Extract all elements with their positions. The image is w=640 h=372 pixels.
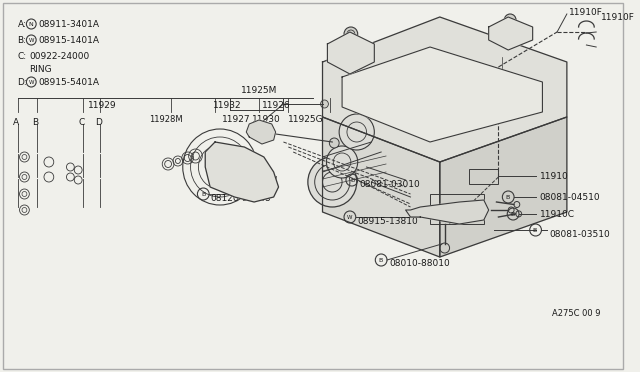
Text: 08081-04510: 08081-04510 <box>540 192 600 202</box>
Polygon shape <box>342 47 543 142</box>
Text: A275C 00 9: A275C 00 9 <box>552 310 601 318</box>
Polygon shape <box>328 32 374 74</box>
Text: B: B <box>506 195 509 200</box>
Text: 08915-5401A: 08915-5401A <box>38 77 99 87</box>
Circle shape <box>514 202 520 208</box>
Circle shape <box>321 100 328 108</box>
Polygon shape <box>246 120 276 144</box>
Circle shape <box>440 243 449 253</box>
Polygon shape <box>406 200 489 224</box>
Text: D: D <box>95 118 102 126</box>
Text: 11925M: 11925M <box>241 86 277 94</box>
Circle shape <box>339 114 374 150</box>
Text: B: B <box>532 228 537 233</box>
Text: 08915-13810: 08915-13810 <box>358 217 419 225</box>
Text: RING: RING <box>29 64 52 74</box>
Text: 08010-88010: 08010-88010 <box>389 260 450 269</box>
Text: 11929: 11929 <box>88 100 116 109</box>
Polygon shape <box>440 117 567 257</box>
Text: W: W <box>28 80 34 85</box>
Text: D:: D: <box>17 77 28 87</box>
Bar <box>469 169 499 184</box>
Text: N: N <box>28 22 33 27</box>
Circle shape <box>504 14 516 26</box>
Text: 11926: 11926 <box>262 100 291 109</box>
Circle shape <box>330 138 339 148</box>
Circle shape <box>516 211 522 217</box>
Circle shape <box>308 157 356 207</box>
Text: B: B <box>32 118 38 126</box>
Text: B: B <box>202 192 205 197</box>
Text: 11910F: 11910F <box>569 7 603 16</box>
Polygon shape <box>489 17 532 50</box>
Circle shape <box>508 207 514 213</box>
Text: 11910: 11910 <box>540 171 568 180</box>
Text: 00922-24000: 00922-24000 <box>29 51 90 61</box>
Text: B: B <box>510 212 515 217</box>
Text: W: W <box>347 215 353 220</box>
Text: 11935M: 11935M <box>243 176 279 185</box>
Text: 08120-81628: 08120-81628 <box>210 193 271 202</box>
Polygon shape <box>323 117 440 257</box>
Text: C: C <box>78 118 84 126</box>
Text: 11910F: 11910F <box>601 13 635 22</box>
Text: 08081-03010: 08081-03010 <box>360 180 420 189</box>
Text: B:: B: <box>17 35 27 45</box>
Polygon shape <box>205 142 278 202</box>
Text: B: B <box>350 178 354 183</box>
Text: 11930: 11930 <box>252 115 281 124</box>
Circle shape <box>326 146 358 178</box>
Text: B: B <box>378 258 383 263</box>
Text: 08915-1401A: 08915-1401A <box>38 35 99 45</box>
Polygon shape <box>323 17 567 162</box>
Circle shape <box>344 27 358 41</box>
Text: 08911-3401A: 08911-3401A <box>38 19 99 29</box>
Text: A:: A: <box>17 19 26 29</box>
Text: 11928M: 11928M <box>150 115 183 124</box>
Text: W: W <box>28 38 34 43</box>
Text: 11932: 11932 <box>213 100 242 109</box>
Bar <box>430 194 484 224</box>
Text: 11910C: 11910C <box>540 209 575 218</box>
Text: 08081-03510: 08081-03510 <box>549 230 610 238</box>
Text: 11925G: 11925G <box>288 115 324 124</box>
Text: A: A <box>13 118 19 126</box>
Text: 11927: 11927 <box>222 115 250 124</box>
Text: C:: C: <box>17 51 27 61</box>
